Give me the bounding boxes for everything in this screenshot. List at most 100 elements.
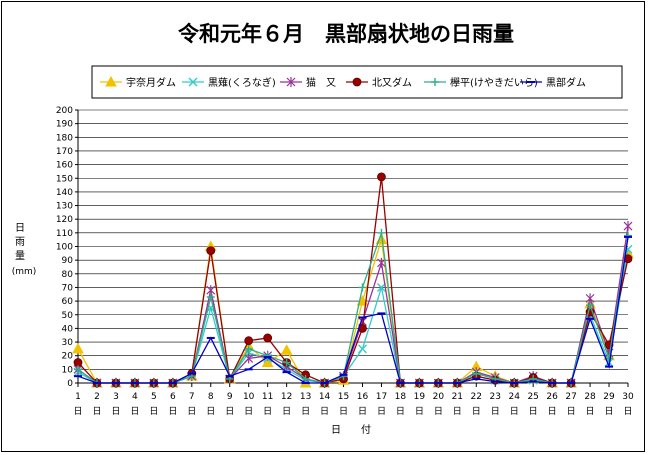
x-tick-suffix: 日 [225, 406, 234, 417]
chart-title: 令和元年６月 黒部扇状地の日雨量 [178, 22, 514, 46]
data-point [357, 344, 367, 354]
x-tick-suffix: 日 [434, 406, 443, 417]
data-point [623, 221, 633, 232]
y-tick-label: 190 [56, 120, 73, 130]
legend-label: 黒部ダム [546, 76, 586, 89]
legend-label: 欅平(けやきだいら) [450, 77, 538, 89]
y-tick-label: 100 [56, 243, 73, 253]
y-tick-label: 60 [62, 297, 74, 307]
x-tick-label: 11 [262, 392, 273, 402]
y-axis-label-char: 量 [15, 250, 25, 262]
x-tick-label: 6 [170, 392, 176, 402]
x-tick-label: 30 [622, 392, 634, 402]
x-tick-label: 5 [151, 392, 157, 402]
y-tick-label: 110 [56, 229, 73, 239]
y-tick-label: 170 [56, 147, 73, 157]
legend-entry: 猫 又 [280, 76, 336, 89]
series-line [77, 176, 629, 384]
x-tick-label: 4 [132, 392, 138, 402]
x-tick-label: 8 [208, 392, 214, 402]
x-tick-label: 3 [113, 392, 119, 402]
y-tick-label: 10 [62, 365, 74, 375]
y-axis-label-char: 雨 [15, 237, 25, 248]
legend-entry: 黒部ダム [520, 76, 586, 89]
data-point [586, 301, 595, 310]
x-tick-label: 27 [565, 392, 576, 402]
x-tick-suffix: 日 [73, 406, 82, 417]
x-tick-label: 18 [395, 392, 407, 402]
y-tick-label: 0 [67, 379, 73, 389]
plot-area: 0102030405060708090100110120130140150160… [56, 106, 634, 417]
y-tick-label: 160 [56, 161, 73, 171]
data-point [377, 257, 386, 268]
x-tick-suffix: 日 [282, 406, 291, 417]
x-tick-suffix: 日 [605, 406, 614, 417]
x-tick-label: 16 [357, 392, 369, 402]
x-tick-label: 28 [584, 392, 596, 402]
legend-label: 宇奈月ダム [126, 76, 176, 89]
x-tick-suffix: 日 [111, 406, 120, 417]
x-tick-label: 2 [94, 392, 100, 402]
y-tick-label: 90 [62, 256, 74, 266]
data-point [376, 282, 386, 292]
legend-swatch-marker [188, 77, 198, 87]
y-axis-label-char: 日 [15, 223, 25, 234]
x-tick-suffix: 日 [130, 406, 139, 417]
y-tick-label: 130 [56, 202, 73, 212]
x-tick-suffix: 日 [263, 406, 272, 417]
x-tick-suffix: 日 [623, 406, 632, 417]
data-point [301, 374, 310, 383]
legend: 宇奈月ダム 黒薙(くろなぎ) 猫 又 北又ダム 欅平(けやきだいら) 黒部ダム [91, 65, 623, 99]
x-tick-suffix: 日 [472, 406, 481, 417]
y-tick-label: 150 [56, 174, 73, 184]
data-point [261, 356, 274, 368]
series-1 [73, 244, 633, 388]
x-tick-suffix: 日 [92, 406, 101, 417]
legend-entry: 北又ダム [346, 76, 412, 89]
data-point [358, 283, 367, 292]
data-point [244, 344, 253, 353]
legend-swatch-marker [352, 77, 362, 87]
x-tick-label: 9 [227, 392, 233, 402]
x-tick-label: 13 [300, 392, 311, 402]
x-tick-suffix: 日 [168, 406, 177, 417]
x-tick-label: 21 [452, 392, 463, 402]
data-point [206, 293, 215, 302]
x-tick-suffix: 日 [301, 406, 310, 417]
y-tick-label: 30 [62, 338, 74, 348]
x-tick-label: 22 [471, 392, 482, 402]
x-tick-label: 10 [243, 392, 255, 402]
data-point-stroke [357, 344, 367, 354]
x-tick-suffix: 日 [415, 406, 424, 417]
y-tick-label: 180 [56, 133, 73, 143]
x-tick-suffix: 日 [491, 406, 500, 417]
x-tick-suffix: 日 [149, 406, 158, 417]
legend-entry: 黒薙(くろなぎ) [182, 76, 276, 89]
x-tick-label: 26 [546, 392, 558, 402]
x-tick-label: 7 [189, 392, 195, 402]
series-line [77, 249, 629, 384]
data-point [280, 344, 293, 355]
y-tick-label: 20 [62, 352, 74, 362]
data-point [282, 358, 291, 367]
legend-entry: 欅平(けやきだいら) [424, 77, 538, 89]
series-3 [73, 172, 633, 388]
x-axis-label: 日 付 [331, 423, 371, 436]
x-tick-suffix: 日 [320, 406, 329, 417]
y-tick-label: 50 [62, 311, 74, 321]
x-tick-label: 17 [376, 392, 387, 402]
x-tick-label: 12 [281, 392, 292, 402]
data-point [72, 342, 84, 354]
legend-swatch-marker [286, 77, 296, 87]
x-tick-suffix: 日 [586, 406, 595, 417]
legend-swatch-marker-stroke [188, 77, 198, 87]
data-point [206, 246, 216, 255]
x-tick-suffix: 日 [548, 406, 557, 417]
x-tick-label: 1 [75, 392, 81, 402]
x-tick-suffix: 日 [377, 406, 386, 417]
data-point [377, 172, 386, 182]
series-0 [72, 233, 634, 388]
series-line [77, 236, 629, 384]
data-point [263, 351, 272, 360]
x-tick-suffix: 日 [339, 406, 348, 417]
